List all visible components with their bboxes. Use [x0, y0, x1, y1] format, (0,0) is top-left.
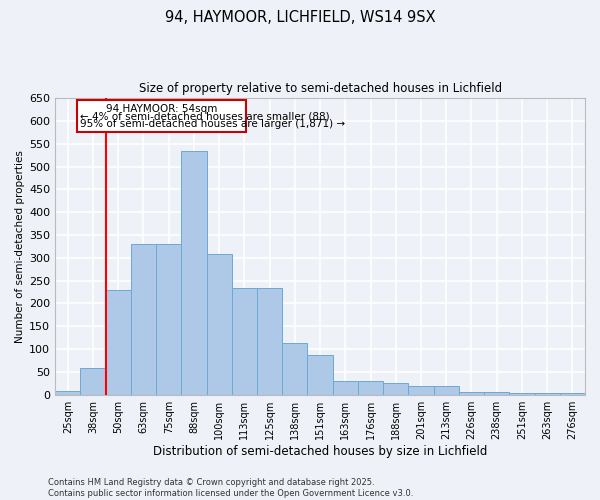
- Bar: [282, 343, 307, 394]
- X-axis label: Distribution of semi-detached houses by size in Lichfield: Distribution of semi-detached houses by …: [153, 444, 487, 458]
- Bar: [106, 290, 131, 395]
- Y-axis label: Number of semi-detached properties: Number of semi-detached properties: [15, 150, 25, 343]
- Bar: [358, 381, 383, 394]
- Bar: [535, 393, 560, 394]
- Bar: [206, 254, 232, 394]
- Title: Size of property relative to semi-detached houses in Lichfield: Size of property relative to semi-detach…: [139, 82, 502, 96]
- Bar: [459, 392, 484, 394]
- Text: 94, HAYMOOR, LICHFIELD, WS14 9SX: 94, HAYMOOR, LICHFIELD, WS14 9SX: [164, 10, 436, 25]
- Bar: [332, 381, 358, 394]
- Bar: [434, 386, 459, 394]
- Bar: [409, 386, 434, 394]
- Bar: [509, 393, 535, 394]
- Text: Contains HM Land Registry data © Crown copyright and database right 2025.
Contai: Contains HM Land Registry data © Crown c…: [48, 478, 413, 498]
- Bar: [560, 393, 585, 394]
- Bar: [232, 288, 257, 395]
- Bar: [156, 244, 181, 394]
- Bar: [181, 150, 206, 394]
- Bar: [484, 392, 509, 394]
- Bar: [257, 288, 282, 395]
- Bar: [383, 384, 409, 394]
- Text: ← 4% of semi-detached houses are smaller (88): ← 4% of semi-detached houses are smaller…: [80, 112, 330, 122]
- Bar: [131, 244, 156, 394]
- Text: 94 HAYMOOR: 54sqm: 94 HAYMOOR: 54sqm: [106, 104, 217, 114]
- Bar: [307, 356, 332, 395]
- FancyBboxPatch shape: [77, 100, 245, 132]
- Bar: [55, 391, 80, 394]
- Text: 95% of semi-detached houses are larger (1,871) →: 95% of semi-detached houses are larger (…: [80, 118, 346, 128]
- Bar: [80, 368, 106, 394]
